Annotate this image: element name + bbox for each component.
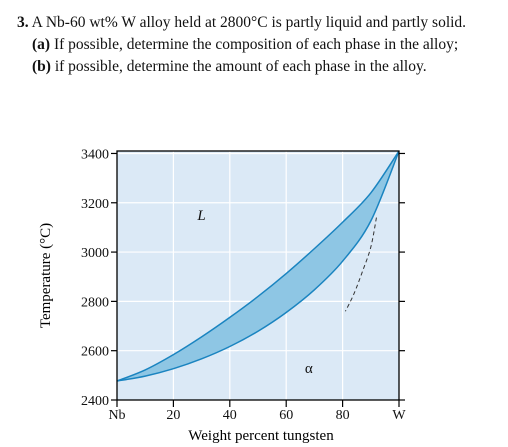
problem-statement: 3. A Nb-60 wt% W alloy held at 2800°C is… bbox=[0, 0, 508, 128]
part-a-label: (a) bbox=[32, 36, 51, 53]
x-axis-ticks: Nb 20 40 60 80 W bbox=[108, 400, 406, 423]
x-axis-label: Weight percent tungsten bbox=[188, 428, 334, 444]
y-tick-label: 2600 bbox=[81, 345, 109, 360]
plot-background bbox=[117, 151, 399, 400]
x-tick-label: 80 bbox=[336, 408, 350, 423]
solidus-curve bbox=[116, 150, 400, 382]
y-tick-label: 3400 bbox=[81, 147, 109, 162]
plot-frame bbox=[116, 150, 400, 401]
y-axis-label: Temperature (°C) bbox=[38, 223, 54, 328]
y-tick-label: 3000 bbox=[81, 246, 109, 261]
part-b-label: (b) bbox=[32, 58, 51, 75]
y-tick-label: 2400 bbox=[81, 394, 109, 409]
y-axis-ticks: 2400 2600 2800 3000 3200 3400 bbox=[81, 147, 405, 409]
part-a-text: If possible, determine the composition o… bbox=[50, 36, 459, 53]
x-tick-label: 20 bbox=[166, 408, 180, 423]
y-tick-label: 2800 bbox=[81, 295, 109, 310]
problem-part-a: (a) If possible, determine the compositi… bbox=[32, 36, 458, 54]
x-tick-label: 40 bbox=[223, 408, 237, 423]
part-b-text: if possible, determine the amount of eac… bbox=[50, 58, 427, 75]
liquidus-curve bbox=[116, 150, 400, 382]
x-tick-label: 60 bbox=[279, 408, 293, 423]
region-labels: Lα bbox=[196, 208, 312, 377]
problem-main-line: 3. A Nb-60 wt% W alloy held at 2800°C is… bbox=[17, 14, 466, 32]
dashed-boundary-line bbox=[344, 217, 377, 312]
phase-region-label: α bbox=[305, 361, 313, 377]
x-tick-label: Nb bbox=[108, 408, 125, 423]
problem-part-b: (b) if possible, determine the amount of… bbox=[32, 58, 427, 76]
phase-region-label: L bbox=[196, 208, 205, 224]
problem-number: 3. bbox=[17, 14, 29, 31]
problem-statement-text: A Nb-60 wt% W alloy held at 2800°C is pa… bbox=[28, 14, 467, 31]
y-tick-label: 3200 bbox=[81, 197, 109, 212]
x-tick-label: W bbox=[392, 408, 406, 423]
